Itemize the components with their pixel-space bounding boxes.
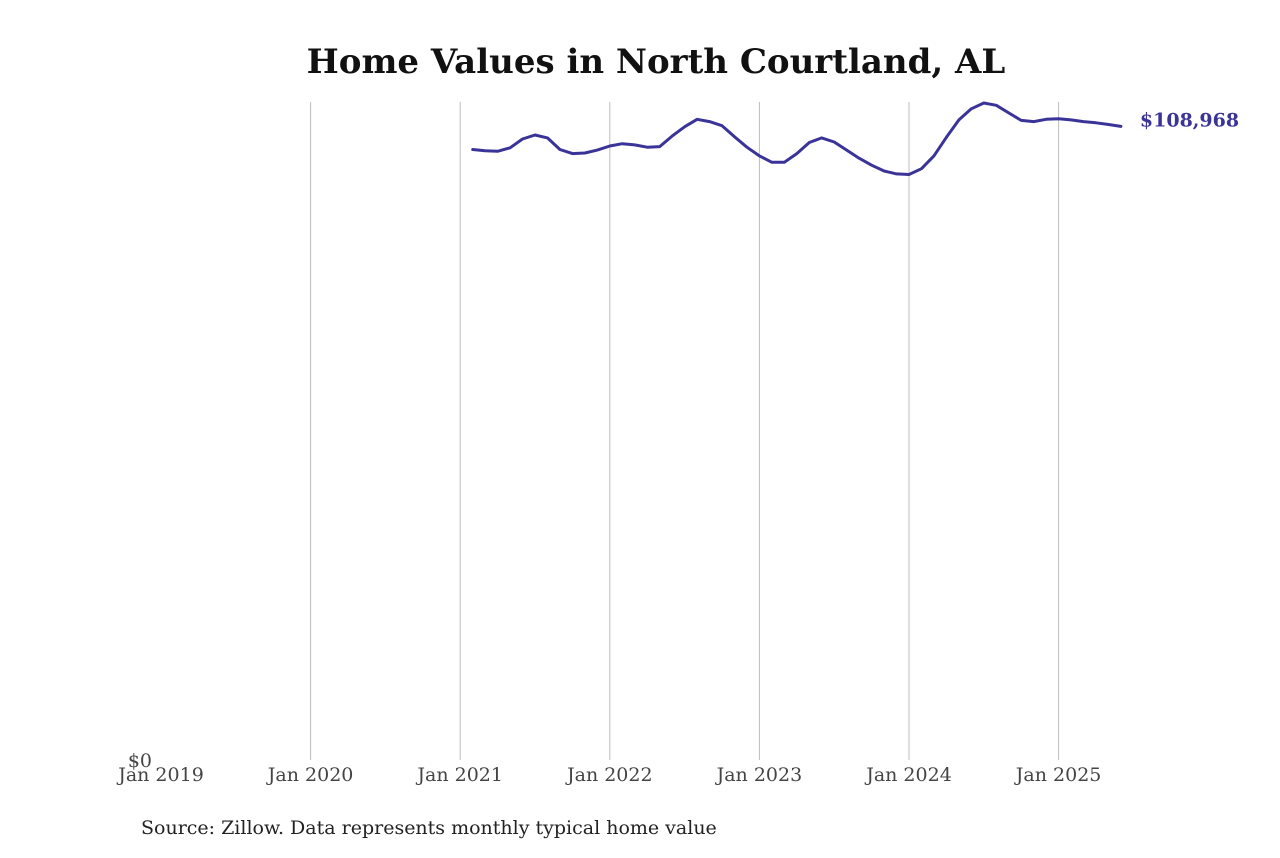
- x-tick-label: Jan 2025: [1014, 764, 1102, 786]
- y-axis-ticks: $0: [128, 750, 152, 772]
- source-note: Source: Zillow. Data represents monthly …: [141, 817, 717, 839]
- grid-lines: [310, 102, 1060, 760]
- x-axis-ticks: Jan 2019 Jan 2020 Jan 2021 Jan 2022 Jan 2023…: [116, 764, 1101, 786]
- y-tick-label: $0: [128, 750, 152, 772]
- x-tick-label: Jan 2019: [116, 764, 204, 786]
- x-tick-label: Jan 2020: [266, 764, 354, 786]
- x-tick-label: Jan 2021: [415, 764, 503, 786]
- x-tick-label: Jan 2024: [864, 764, 952, 786]
- end-value-label: $108,968: [1140, 109, 1239, 131]
- series-layer: $108,968: [471, 101, 1239, 176]
- chart-title: Home Values in North Courtland, AL: [307, 42, 1006, 82]
- x-tick-label: Jan 2022: [565, 764, 653, 786]
- series-line: [471, 101, 1123, 176]
- x-tick-label: Jan 2023: [715, 764, 803, 786]
